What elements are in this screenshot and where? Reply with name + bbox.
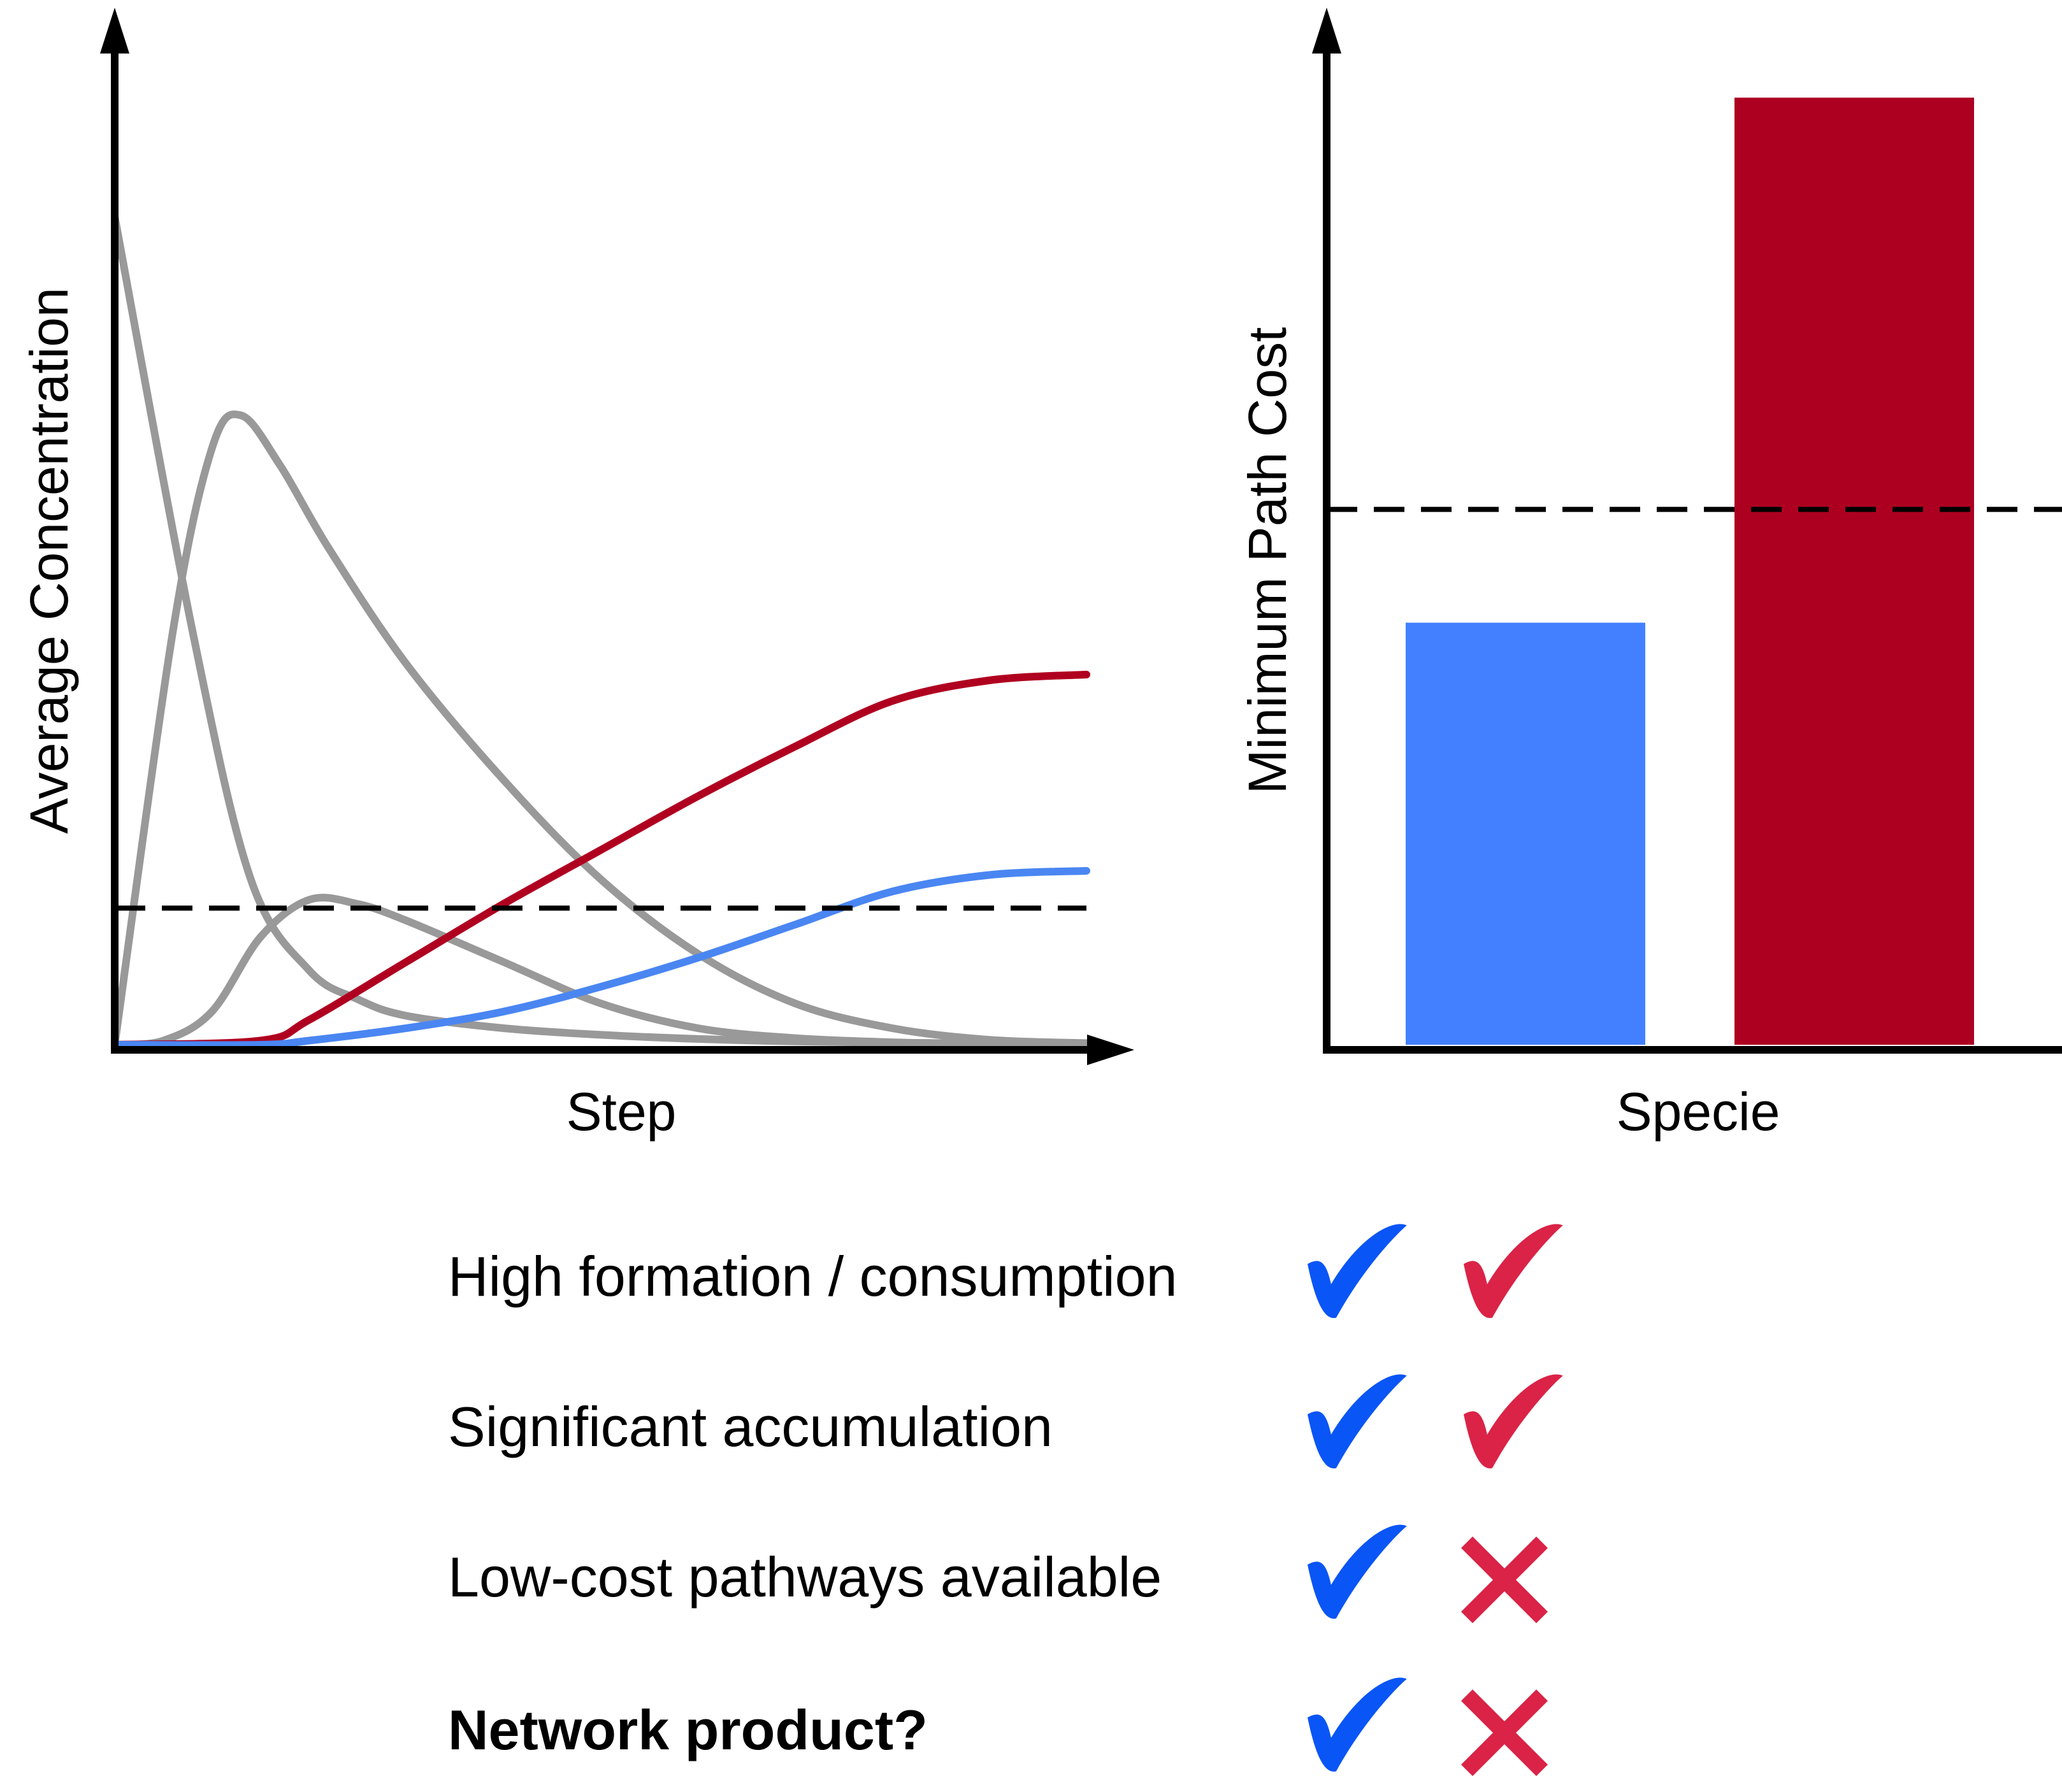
x-axis-label: Step	[566, 1082, 677, 1142]
y-axis-label: Minimum Path Cost	[1237, 327, 1297, 794]
x-axis-label: Specie	[1617, 1082, 1780, 1142]
criteria-row: Significant accumulation	[448, 1374, 1563, 1468]
blue-check-icon	[1308, 1374, 1407, 1468]
criteria-table: High formation / consumption Significant …	[448, 1224, 1563, 1776]
series-line-2-gray	[111, 410, 1090, 1049]
x-axis-arrowhead	[1087, 1035, 1134, 1065]
series-line-4-red-line	[111, 670, 1090, 1049]
bar-blue	[1406, 622, 1645, 1045]
criteria-label: Significant accumulation	[448, 1395, 1053, 1458]
bar-chart: Specie Minimum Path Cost	[1237, 8, 2062, 1142]
line-series-group	[111, 213, 1090, 1049]
criteria-row: Network product?	[448, 1677, 1548, 1776]
blue-check-icon	[1308, 1524, 1407, 1619]
y-axis-arrowhead	[100, 8, 129, 54]
series-line-3-gray	[111, 894, 1090, 1049]
criteria-label: High formation / consumption	[448, 1245, 1178, 1308]
bar-group	[1406, 97, 1974, 1045]
blue-check-icon	[1308, 1677, 1407, 1772]
series-line-1-gray	[111, 213, 1090, 1048]
criteria-row: High formation / consumption	[448, 1224, 1563, 1318]
red-check-icon	[1464, 1374, 1563, 1468]
red-cross-icon	[1461, 1537, 1548, 1623]
y-axis-arrowhead	[1312, 8, 1341, 54]
criteria-row: Low-cost pathways available	[448, 1524, 1548, 1623]
criteria-label: Low-cost pathways available	[448, 1545, 1162, 1609]
series-line-5-blue-line	[111, 867, 1090, 1049]
y-axis-label: Average Concentration	[19, 287, 79, 834]
criteria-label: Network product?	[448, 1698, 928, 1761]
bar-red	[1734, 97, 1974, 1045]
red-check-icon	[1464, 1224, 1563, 1318]
red-cross-icon	[1461, 1689, 1548, 1776]
line-chart: Step Average Concentration	[19, 8, 1134, 1142]
blue-check-icon	[1308, 1224, 1407, 1318]
